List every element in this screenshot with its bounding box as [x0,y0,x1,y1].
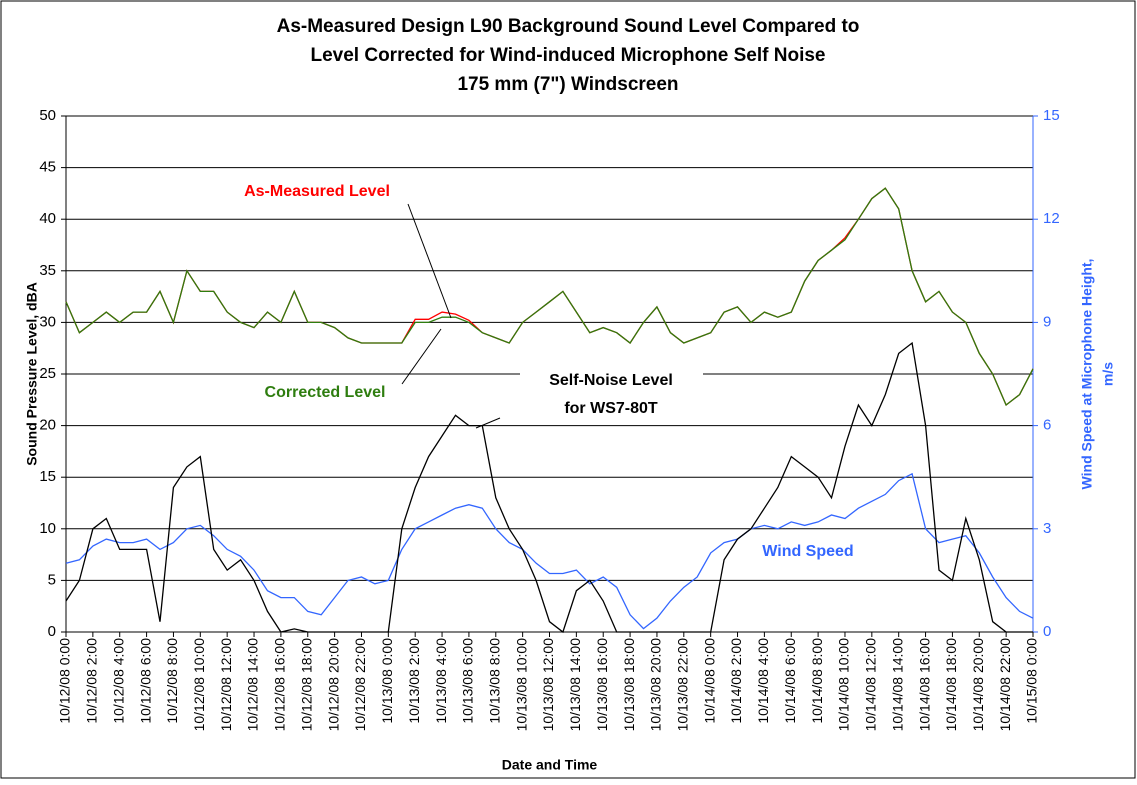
x-tick-label: 10/13/08 14:00 [567,638,583,732]
y2-axis-title: m/s [1100,362,1116,386]
x-tick-label: 10/14/08 6:00 [782,638,798,724]
x-tick-label: 10/14/08 16:00 [916,638,932,732]
y-tick-label: 35 [39,262,56,279]
y2-tick-label: 0 [1043,623,1051,640]
series-line [65,187,1034,407]
y2-tick-label: 15 [1043,107,1060,124]
y2-axis-title: Wind Speed at Microphone Height, [1079,259,1095,490]
x-tick-label: 10/14/08 18:00 [943,638,959,732]
x-tick-label: 10/13/08 0:00 [379,638,395,724]
annotation: Wind Speed [762,543,853,560]
y-tick-label: 40 [39,210,56,227]
x-tick-label: 10/14/08 20:00 [970,638,986,732]
y2-tick-label: 12 [1043,210,1060,227]
x-tick-label: 10/13/08 2:00 [406,638,422,724]
series-line [65,472,1034,630]
x-tick-label: 10/13/08 4:00 [433,638,449,724]
x-tick-label: 10/13/08 20:00 [648,638,664,732]
y2-tick-label: 9 [1043,313,1051,330]
x-tick-label: 10/12/08 16:00 [272,638,288,732]
leader-line [475,417,501,429]
annotation: for WS7-80T [564,400,658,417]
x-tick-label: 10/13/08 18:00 [621,638,637,732]
x-tick-label: 10/14/08 10:00 [836,638,852,732]
x-tick-label: 10/13/08 16:00 [594,638,610,732]
annotation: Self-Noise Level [549,372,673,389]
y2-tick-label: 3 [1043,520,1051,537]
annotation-background [520,367,703,423]
y-axis-title: Sound Pressure Level, dBA [24,282,40,466]
x-tick-label: 10/13/08 8:00 [486,638,502,724]
series-line [65,341,1033,634]
x-tick-label: 10/14/08 22:00 [997,638,1013,732]
y-tick-label: 5 [48,571,56,588]
labels: As-Measured Design L90 Background Sound … [24,16,1116,773]
y-tick-label: 20 [39,417,56,434]
chart-title: As-Measured Design L90 Background Sound … [277,16,860,37]
x-tick-label: 10/12/08 18:00 [298,638,314,732]
x-tick-label: 10/14/08 8:00 [809,638,825,724]
y-tick-label: 15 [39,468,56,485]
x-tick-label: 10/13/08 22:00 [675,638,691,732]
x-tick-label: 10/12/08 4:00 [110,638,126,724]
y2-tick-label: 6 [1043,417,1051,434]
x-tick-label: 10/12/08 20:00 [325,638,341,732]
leader-line [407,203,452,319]
x-tick-label: 10/12/08 12:00 [218,638,234,732]
chart-title: Level Corrected for Wind-induced Microph… [310,45,825,66]
x-tick-label: 10/15/08 0:00 [1024,638,1040,724]
x-tick-label: 10/14/08 12:00 [863,638,879,732]
x-tick-label: 10/14/08 0:00 [701,638,717,724]
plot [65,187,1034,634]
y-tick-label: 25 [39,365,56,382]
leader-line [401,328,442,385]
x-tick-label: 10/12/08 8:00 [164,638,180,724]
annotation: Corrected Level [265,384,386,401]
x-tick-label: 10/12/08 14:00 [245,638,261,732]
x-tick-label: 10/12/08 22:00 [352,638,368,732]
grid [61,115,1038,637]
y-tick-label: 10 [39,520,56,537]
x-axis-title: Date and Time [502,757,598,773]
x-tick-label: 10/14/08 2:00 [728,638,744,724]
x-tick-label: 10/14/08 14:00 [889,638,905,732]
x-tick-label: 10/14/08 4:00 [755,638,771,724]
x-tick-label: 10/12/08 10:00 [191,638,207,732]
y-tick-label: 30 [39,313,56,330]
x-tick-label: 10/12/08 6:00 [137,638,153,724]
annotation: As-Measured Level [244,183,390,200]
x-tick-label: 10/13/08 10:00 [513,638,529,732]
chart-title: 175 mm (7") Windscreen [457,74,678,95]
x-tick-label: 10/12/08 2:00 [84,638,100,724]
y-tick-label: 0 [48,623,56,640]
y-tick-label: 50 [39,107,56,124]
x-tick-label: 10/13/08 12:00 [540,638,556,732]
x-tick-label: 10/13/08 6:00 [460,638,476,724]
x-tick-label: 10/12/08 0:00 [57,638,73,724]
y-tick-label: 45 [39,159,56,176]
